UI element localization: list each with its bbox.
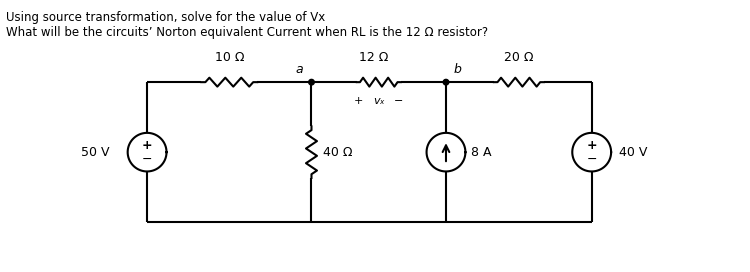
Text: a: a <box>296 63 303 76</box>
Text: −: − <box>586 153 597 166</box>
Text: Using source transformation, solve for the value of Vx: Using source transformation, solve for t… <box>6 11 326 24</box>
Text: +: + <box>586 139 597 152</box>
Text: +: + <box>354 96 364 106</box>
Text: 40 V: 40 V <box>619 146 647 159</box>
Text: 8 A: 8 A <box>471 146 491 159</box>
Text: vₓ: vₓ <box>373 96 385 106</box>
Text: What will be the circuits’ Norton equivalent Current when RL is the 12 Ω resisto: What will be the circuits’ Norton equiva… <box>6 26 488 39</box>
Polygon shape <box>309 79 314 85</box>
Text: +: + <box>142 139 152 152</box>
Text: −: − <box>394 96 404 106</box>
Text: 40 Ω: 40 Ω <box>323 146 353 159</box>
Text: −: − <box>142 153 152 166</box>
Text: b: b <box>454 63 462 76</box>
Text: 20 Ω: 20 Ω <box>504 51 533 64</box>
Text: 50 V: 50 V <box>81 146 110 159</box>
Text: 12 Ω: 12 Ω <box>359 51 388 64</box>
Text: 10 Ω: 10 Ω <box>214 51 244 64</box>
Polygon shape <box>443 79 448 85</box>
